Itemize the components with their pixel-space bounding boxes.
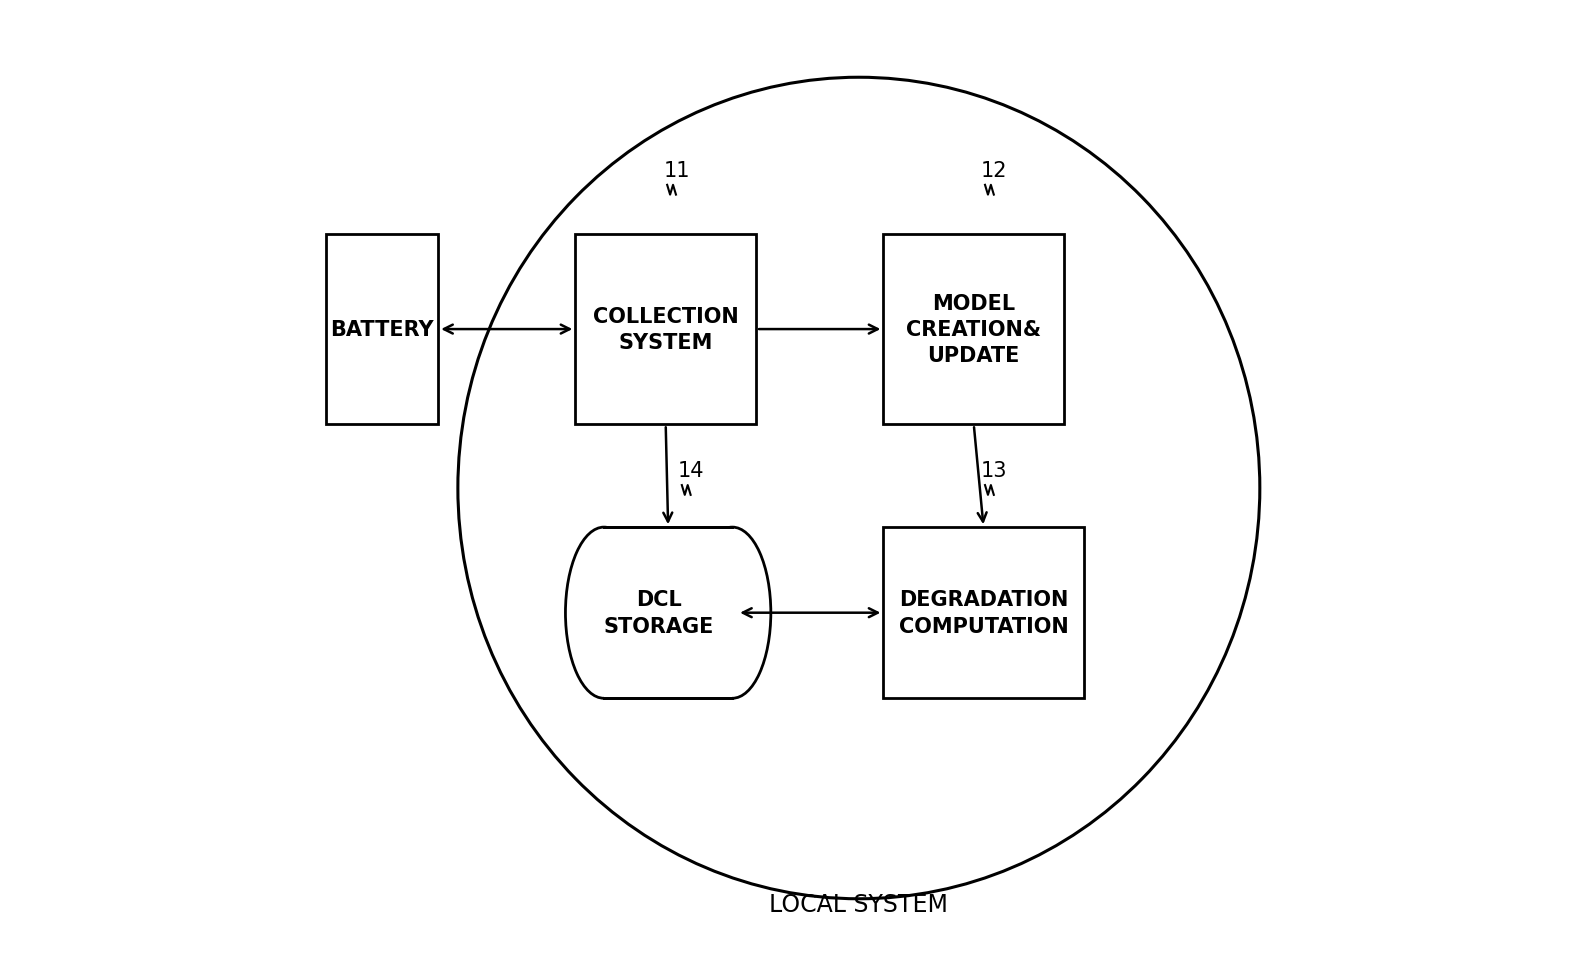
Ellipse shape	[694, 528, 771, 699]
Bar	[883, 234, 1064, 425]
Text: LOCAL SYSTEM: LOCAL SYSTEM	[770, 892, 949, 915]
Text: 14: 14	[679, 461, 704, 481]
Text: COLLECTION
SYSTEM: COLLECTION SYSTEM	[592, 307, 738, 353]
Text: DCL
STORAGE: DCL STORAGE	[603, 590, 713, 636]
Ellipse shape	[566, 528, 643, 699]
Text: 12: 12	[982, 161, 1007, 181]
Text: MODEL
CREATION&
UPDATE: MODEL CREATION& UPDATE	[906, 293, 1042, 366]
Text: BATTERY: BATTERY	[330, 319, 434, 340]
Bar	[883, 528, 1084, 699]
Bar	[603, 528, 732, 699]
Text: DEGRADATION
COMPUTATION: DEGRADATION COMPUTATION	[899, 590, 1068, 636]
Text: 13: 13	[982, 461, 1007, 481]
Text: 11: 11	[663, 161, 690, 181]
Bar	[575, 234, 756, 425]
Bar	[325, 234, 438, 425]
